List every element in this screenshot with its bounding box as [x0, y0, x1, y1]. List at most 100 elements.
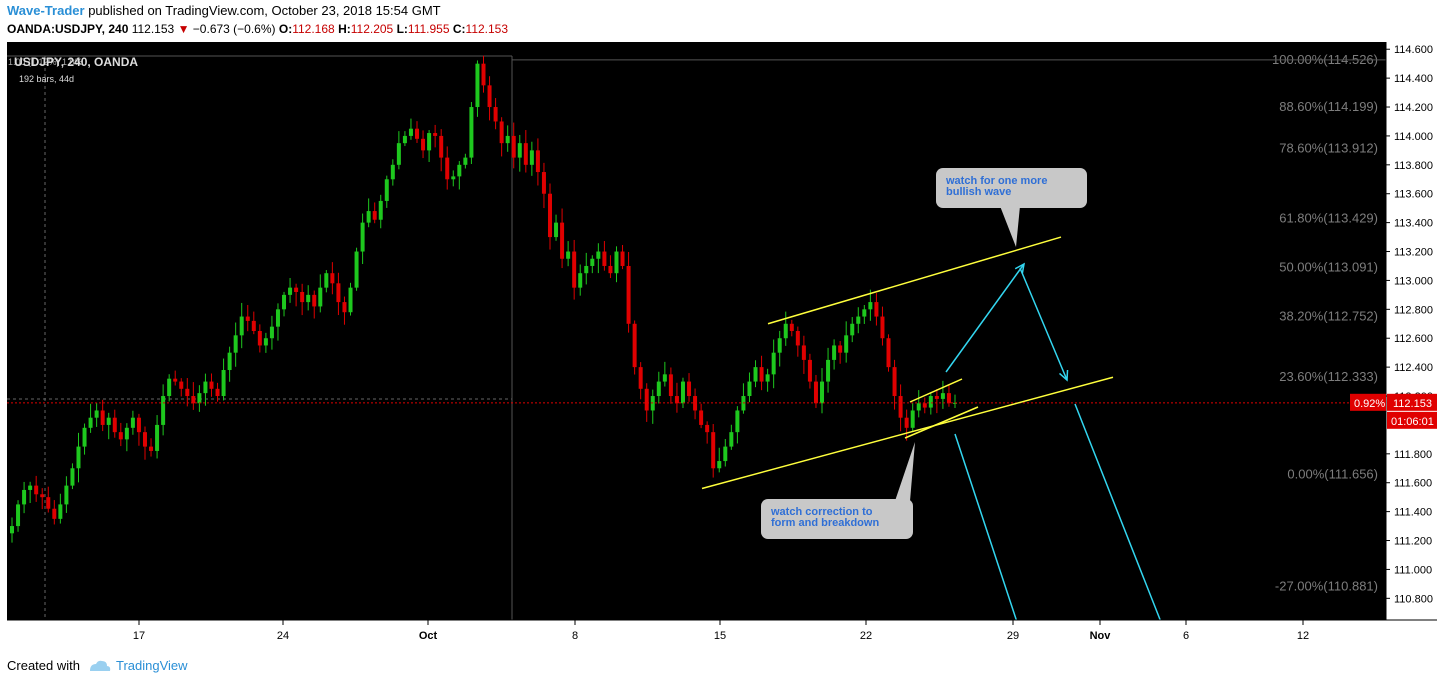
candle	[263, 332, 268, 353]
candle-body	[820, 381, 825, 404]
candle-body	[209, 381, 214, 389]
candle	[227, 346, 232, 382]
candle	[221, 358, 226, 401]
candle	[735, 406, 740, 444]
candle	[124, 423, 129, 452]
candle-body	[729, 432, 734, 447]
candle-body	[124, 427, 129, 440]
candle-body	[687, 381, 692, 397]
candle-body	[868, 302, 873, 310]
candle	[904, 409, 909, 441]
candle	[523, 130, 528, 173]
y-tick-label: 113.800	[1394, 160, 1433, 172]
candle	[771, 339, 776, 389]
candle-body	[360, 222, 365, 252]
candle	[765, 368, 770, 392]
candle-body	[348, 287, 353, 313]
candle-body	[263, 338, 268, 346]
candle	[415, 121, 420, 143]
candle	[142, 426, 147, 460]
candle-body	[880, 316, 885, 339]
author-name[interactable]: Wave-Trader	[7, 3, 85, 18]
candle	[360, 213, 365, 265]
candle	[408, 118, 413, 140]
candle-body	[566, 251, 571, 259]
candle-body	[52, 508, 57, 519]
candle-body	[136, 417, 141, 433]
y-tick-label: 113.200	[1394, 247, 1433, 259]
candle	[372, 202, 377, 224]
candle	[161, 384, 166, 436]
candle-body	[445, 157, 450, 180]
candle	[602, 241, 607, 271]
candle	[70, 463, 75, 490]
candle	[620, 244, 625, 270]
candle	[282, 291, 287, 317]
candle-body	[88, 417, 93, 428]
candle	[52, 500, 57, 525]
candle	[820, 368, 825, 414]
candle-body	[269, 326, 274, 339]
price-badge-label: 112.153	[1393, 398, 1432, 410]
candle	[789, 319, 794, 337]
candle	[747, 372, 752, 403]
candle-body	[282, 294, 287, 310]
candle-body	[384, 179, 389, 201]
candle	[22, 481, 27, 514]
candle-body	[46, 497, 51, 509]
fib-level-label: 38.20%(112.752)	[1279, 308, 1378, 323]
candle	[850, 317, 855, 343]
candle-body	[130, 417, 135, 428]
price-chart[interactable]: 100.00%(114.526)88.60%(114.199)78.60%(11…	[0, 42, 1444, 648]
candle-body	[826, 359, 831, 382]
candle-body	[34, 485, 39, 495]
candle-body	[723, 446, 728, 462]
candle	[662, 361, 667, 387]
candle	[844, 321, 849, 363]
candle	[76, 432, 81, 483]
candle	[608, 255, 613, 279]
candle-body	[203, 381, 208, 394]
candle-body	[602, 251, 607, 266]
close-label: C:	[452, 22, 466, 36]
candle-body	[100, 410, 105, 425]
candle-body	[783, 323, 788, 339]
candle-body	[28, 485, 33, 490]
candle	[136, 413, 141, 446]
fib-level-label: 23.60%(112.333)	[1279, 369, 1378, 384]
tradingview-brand[interactable]: TradingView	[115, 658, 188, 673]
candle	[723, 439, 728, 467]
high-value: 112.205	[350, 22, 394, 36]
candle	[257, 324, 262, 353]
candle	[560, 208, 565, 269]
candle-body	[433, 133, 438, 136]
y-tick-label: 114.200	[1394, 102, 1433, 114]
callout-text: bullish wave	[946, 186, 1011, 198]
candle-body	[94, 410, 99, 418]
candle	[644, 383, 649, 422]
candle-body	[717, 461, 722, 469]
symbol-label: OANDA:USDJPY, 240	[7, 22, 129, 36]
candle-body	[662, 374, 667, 382]
candle-body	[789, 323, 794, 331]
candle-body	[457, 164, 462, 177]
arrow-head	[1059, 369, 1069, 382]
candle-body	[541, 172, 546, 194]
y-tick-label: 111.000	[1394, 564, 1432, 576]
candle-body	[898, 396, 903, 418]
candle-body	[221, 370, 226, 397]
callout-text: watch correction to	[770, 506, 873, 518]
candle-body	[578, 273, 583, 288]
candle	[118, 422, 123, 447]
candle	[251, 311, 256, 335]
arrow-up-icon	[945, 262, 1026, 373]
candle	[445, 146, 450, 190]
candle	[826, 347, 831, 393]
candle-body	[469, 107, 474, 158]
candle	[427, 130, 432, 163]
close-value: 112.153	[465, 22, 509, 36]
candle	[541, 162, 546, 209]
candle-body	[674, 396, 679, 404]
candle	[463, 153, 468, 169]
